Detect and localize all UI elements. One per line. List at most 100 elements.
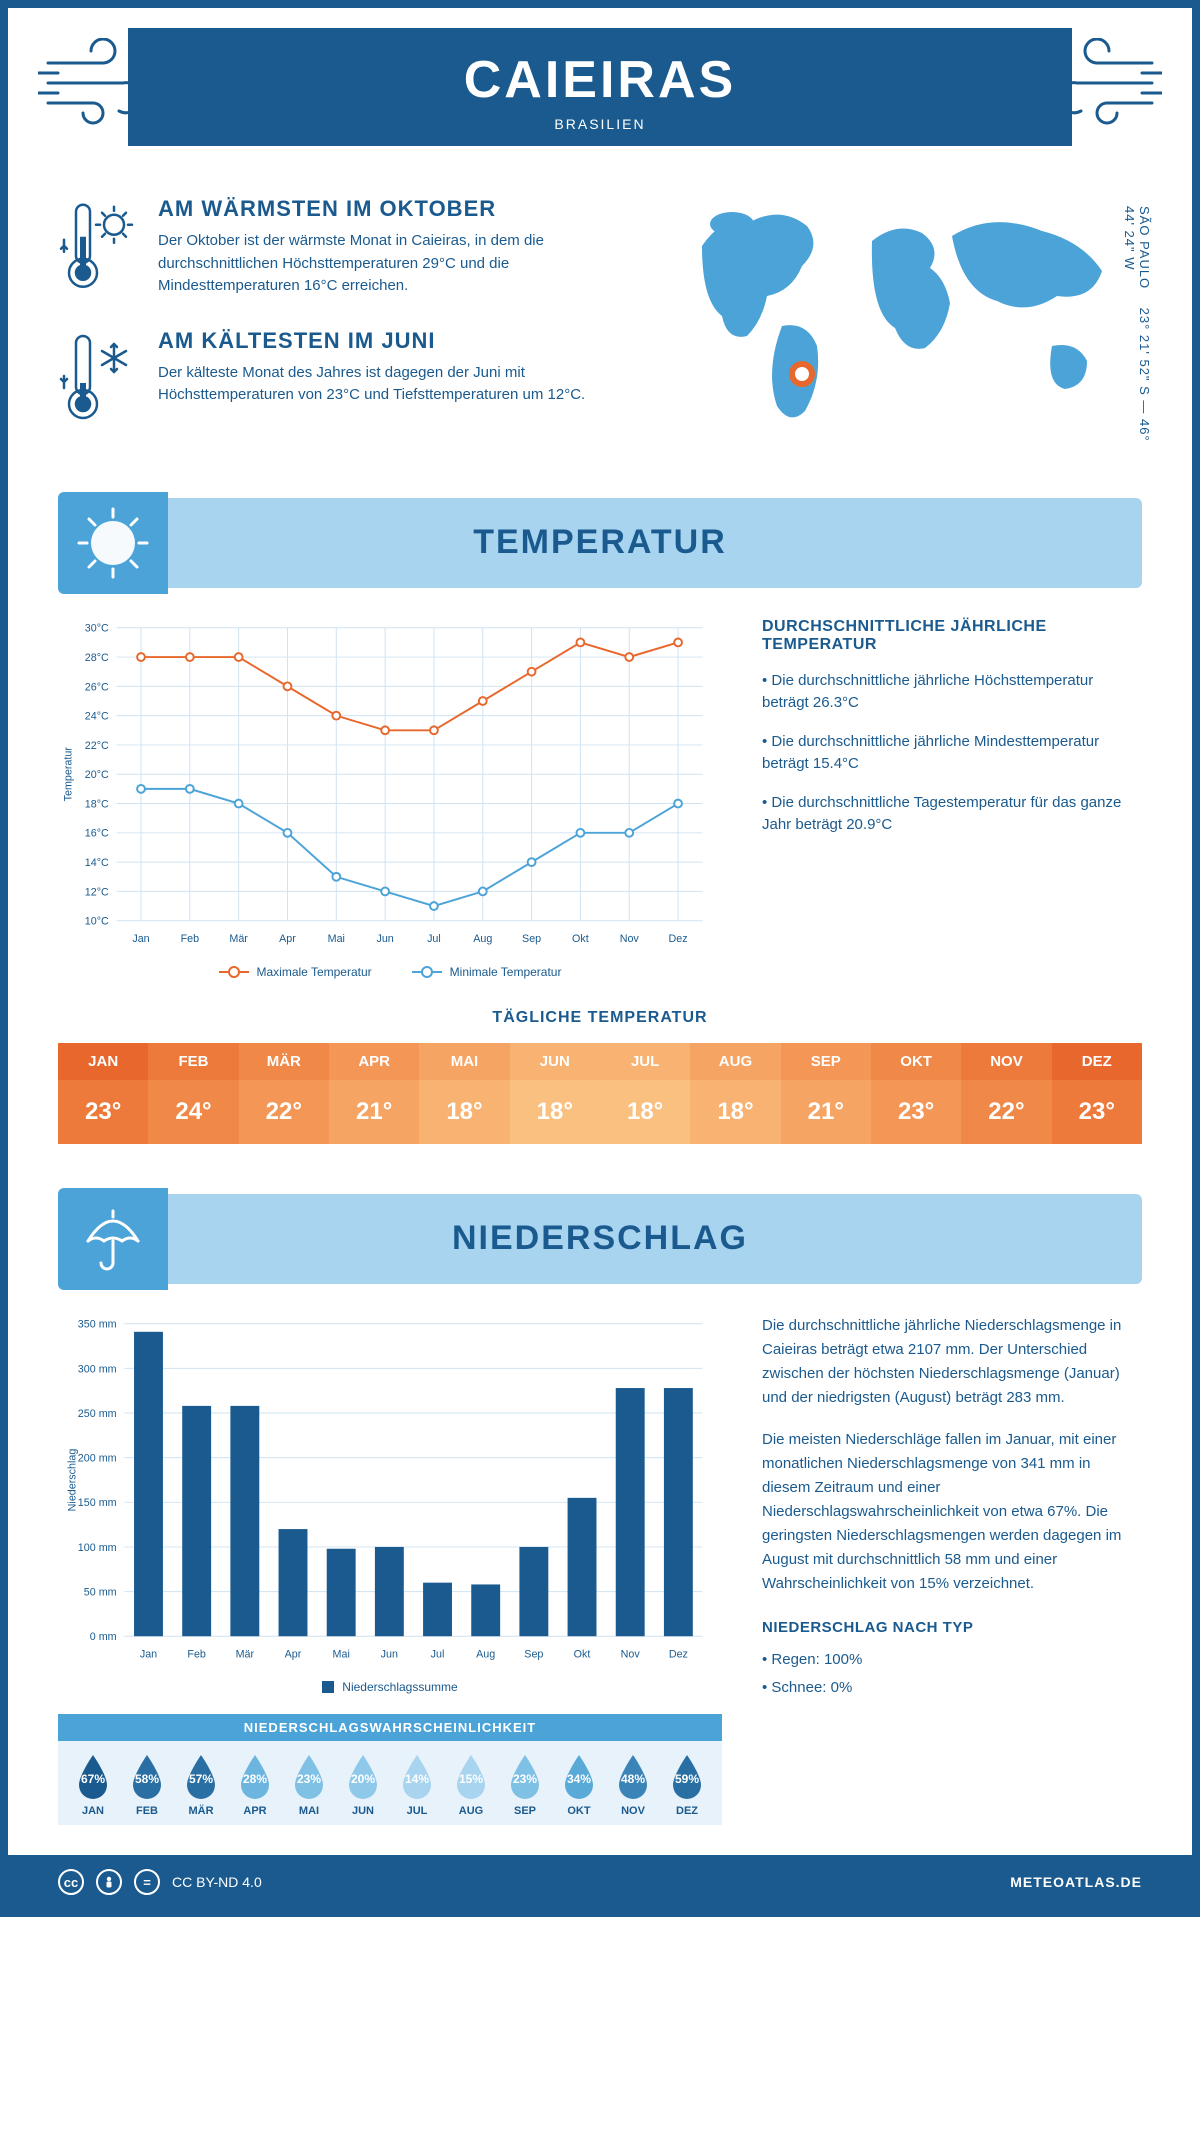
world-map-container: SÃO PAULO 23° 21' 52" S — 46° 44' 24" W [662, 196, 1142, 458]
svg-text:0 mm: 0 mm [90, 1631, 117, 1643]
probability-col: 14% JUL [390, 1753, 444, 1817]
daily-temp-col: JAN 23° [58, 1043, 148, 1144]
world-map-icon [662, 196, 1142, 436]
raindrop-icon: 48% [614, 1753, 652, 1801]
svg-text:Jan: Jan [132, 933, 149, 945]
temperature-chart: 10°C12°C14°C16°C18°C20°C22°C24°C26°C28°C… [58, 618, 722, 979]
warmest-heading: AM WÄRMSTEN IM OKTOBER [158, 196, 622, 222]
svg-text:250 mm: 250 mm [78, 1407, 117, 1419]
svg-text:Feb: Feb [181, 933, 200, 945]
intro-section: AM WÄRMSTEN IM OKTOBER Der Oktober ist d… [8, 176, 1192, 498]
daily-temp-col: JUL 18° [600, 1043, 690, 1144]
warmest-text: Der Oktober ist der wärmste Monat in Cai… [158, 230, 622, 298]
svg-text:Jan: Jan [140, 1648, 157, 1660]
coordinates: SÃO PAULO 23° 21' 52" S — 46° 44' 24" W [1122, 206, 1152, 458]
precipitation-banner: NIEDERSCHLAG [58, 1194, 1142, 1284]
nd-icon: = [134, 1869, 160, 1895]
daily-temp-col: AUG 18° [690, 1043, 780, 1144]
svg-text:Apr: Apr [285, 1648, 302, 1660]
daily-temp-col: OKT 23° [871, 1043, 961, 1144]
daily-temp-col: DEZ 23° [1052, 1043, 1142, 1144]
probability-col: 48% NOV [606, 1753, 660, 1817]
temperature-info: DURCHSCHNITTLICHE JÄHRLICHE TEMPERATUR •… [762, 618, 1142, 979]
svg-text:Dez: Dez [669, 933, 688, 945]
svg-text:Jul: Jul [427, 933, 441, 945]
page-subtitle: BRASILIEN [248, 116, 952, 132]
header: CAIEIRAS BRASILIEN [8, 8, 1192, 176]
svg-text:350 mm: 350 mm [78, 1318, 117, 1330]
svg-text:Apr: Apr [279, 933, 296, 945]
svg-text:50 mm: 50 mm [84, 1586, 117, 1598]
svg-text:Sep: Sep [524, 1648, 543, 1660]
probability-col: 23% SEP [498, 1753, 552, 1817]
raindrop-icon: 58% [128, 1753, 166, 1801]
raindrop-icon: 34% [560, 1753, 598, 1801]
svg-text:26°C: 26°C [85, 681, 109, 693]
raindrop-icon: 23% [506, 1753, 544, 1801]
svg-text:12°C: 12°C [85, 886, 109, 898]
svg-text:Sep: Sep [522, 933, 541, 945]
svg-text:22°C: 22°C [85, 739, 109, 751]
svg-text:14°C: 14°C [85, 857, 109, 869]
svg-text:28°C: 28°C [85, 651, 109, 663]
raindrop-icon: 23% [290, 1753, 328, 1801]
probability-col: 57% MÄR [174, 1753, 228, 1817]
daily-temp-col: SEP 21° [781, 1043, 871, 1144]
svg-text:150 mm: 150 mm [78, 1497, 117, 1509]
svg-text:Feb: Feb [187, 1648, 206, 1660]
precipitation-chart: 0 mm 50 mm 100 mm 150 mm 200 mm 250 mm 300 mm 3… [58, 1314, 722, 1695]
svg-text:24°C: 24°C [85, 710, 109, 722]
precip-chart-legend: Niederschlagssumme [58, 1680, 722, 1694]
svg-text:10°C: 10°C [85, 915, 109, 927]
svg-text:20°C: 20°C [85, 769, 109, 781]
svg-text:300 mm: 300 mm [78, 1363, 117, 1375]
raindrop-icon: 14% [398, 1753, 436, 1801]
probability-col: 67% JAN [66, 1753, 120, 1817]
temperature-banner: TEMPERATUR [58, 498, 1142, 588]
daily-temp-title: TÄGLICHE TEMPERATUR [8, 1009, 1192, 1027]
license-text: CC BY-ND 4.0 [172, 1874, 262, 1890]
svg-text:Jun: Jun [376, 933, 393, 945]
svg-text:100 mm: 100 mm [78, 1541, 117, 1553]
svg-text:Mai: Mai [328, 933, 345, 945]
probability-strip: 67% JAN 58% FEB 57% MÄR 28% APR [58, 1741, 722, 1825]
by-icon [96, 1869, 122, 1895]
coldest-block: AM KÄLTESTEN IM JUNI Der kälteste Monat … [58, 328, 622, 428]
thermometer-sun-icon [58, 196, 138, 298]
raindrop-icon: 59% [668, 1753, 706, 1801]
daily-temp-col: FEB 24° [148, 1043, 238, 1144]
daily-temp-table: JAN 23° FEB 24° MÄR 22° APR 21° MAI 18° … [58, 1043, 1142, 1144]
coldest-heading: AM KÄLTESTEN IM JUNI [158, 328, 622, 354]
umbrella-icon [58, 1188, 168, 1290]
footer: cc = CC BY-ND 4.0 METEOATLAS.DE [8, 1855, 1192, 1909]
svg-text:Mär: Mär [229, 933, 248, 945]
raindrop-icon: 28% [236, 1753, 274, 1801]
svg-text:30°C: 30°C [85, 622, 109, 634]
precipitation-info: Die durchschnittliche jährliche Niedersc… [762, 1314, 1142, 1826]
svg-text:16°C: 16°C [85, 827, 109, 839]
svg-text:Okt: Okt [572, 933, 589, 945]
cc-icon: cc [58, 1869, 84, 1895]
svg-text:Nov: Nov [620, 933, 640, 945]
daily-temp-col: MÄR 22° [239, 1043, 329, 1144]
page-title: CAIEIRAS [248, 50, 952, 110]
probability-col: 20% JUN [336, 1753, 390, 1817]
temperature-heading: TEMPERATUR [473, 523, 727, 562]
svg-text:200 mm: 200 mm [78, 1452, 117, 1464]
raindrop-icon: 57% [182, 1753, 220, 1801]
svg-text:Jul: Jul [431, 1648, 445, 1660]
wind-icon [38, 38, 168, 128]
sun-icon [58, 492, 168, 594]
warmest-block: AM WÄRMSTEN IM OKTOBER Der Oktober ist d… [58, 196, 622, 298]
raindrop-icon: 15% [452, 1753, 490, 1801]
svg-text:Aug: Aug [476, 1648, 495, 1660]
svg-text:Dez: Dez [669, 1648, 688, 1660]
probability-col: 58% FEB [120, 1753, 174, 1817]
probability-col: 28% APR [228, 1753, 282, 1817]
daily-temp-col: JUN 18° [510, 1043, 600, 1144]
temp-chart-legend: Maximale Temperatur Minimale Temperatur [58, 965, 722, 979]
site-name: METEOATLAS.DE [1010, 1874, 1142, 1890]
svg-text:Mai: Mai [333, 1648, 350, 1660]
wind-icon [1032, 38, 1162, 128]
svg-text:Okt: Okt [574, 1648, 591, 1660]
